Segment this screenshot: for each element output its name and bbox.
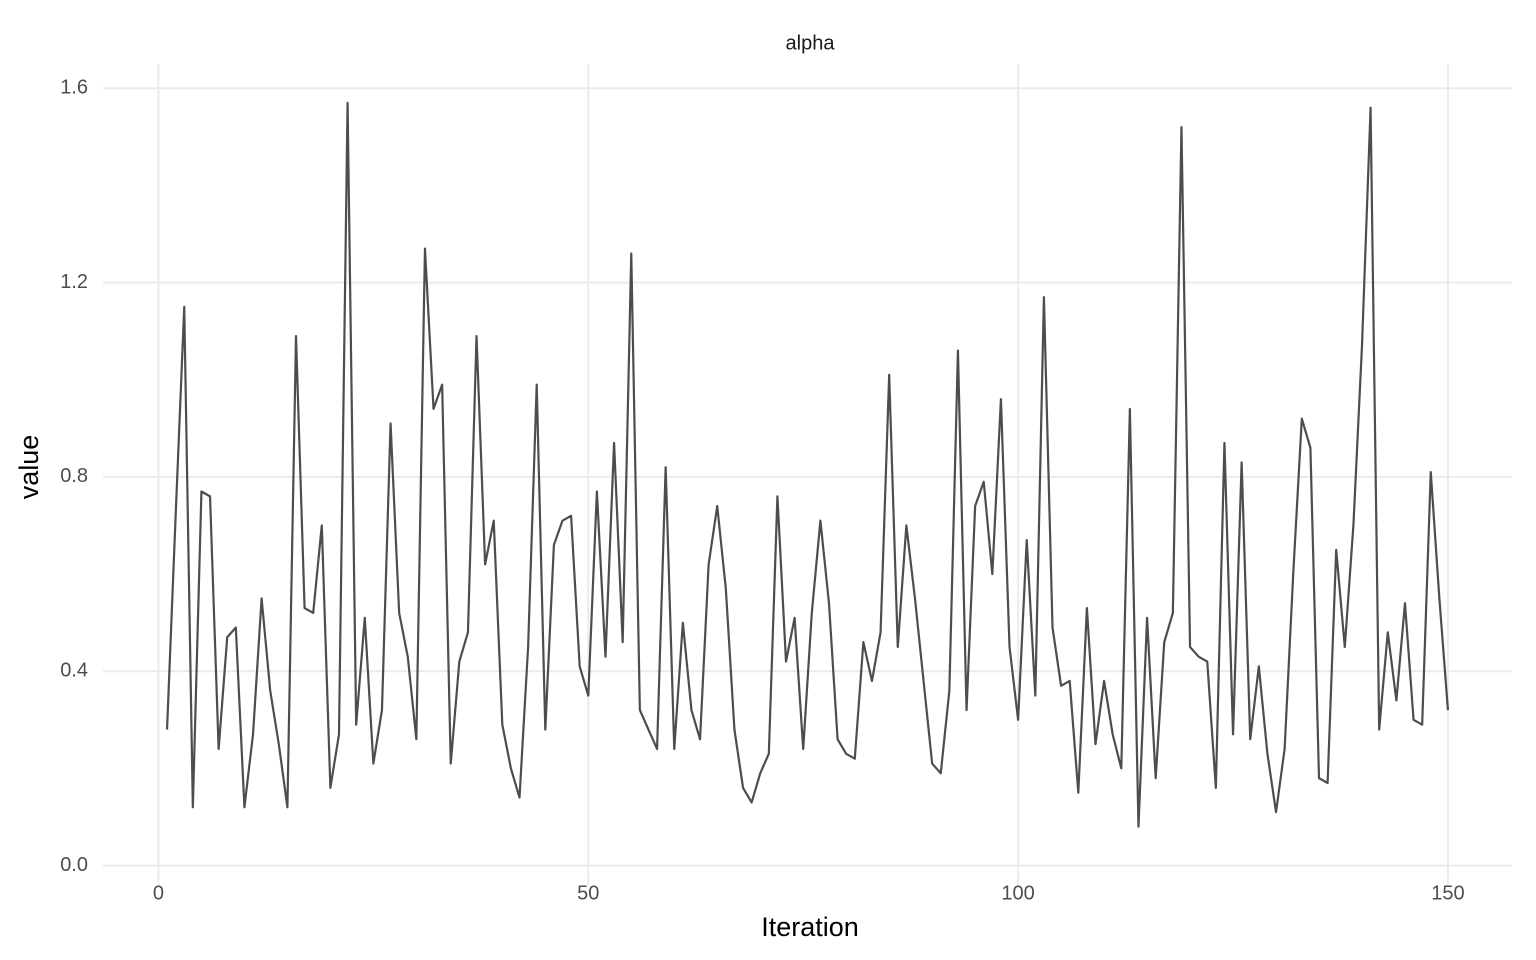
x-tick-label: 0 bbox=[153, 882, 164, 904]
x-axis-label: Iteration bbox=[761, 912, 859, 942]
x-tick-label: 50 bbox=[577, 882, 599, 904]
y-tick-label: 0.4 bbox=[60, 660, 88, 682]
x-tick-label: 150 bbox=[1431, 882, 1464, 904]
y-tick-label: 0.8 bbox=[60, 465, 88, 487]
y-tick-label: 0.0 bbox=[60, 854, 88, 876]
y-tick-label: 1.2 bbox=[60, 271, 88, 293]
y-axis-label: value bbox=[14, 435, 44, 500]
chart-title: alpha bbox=[786, 32, 836, 54]
y-tick-label: 1.6 bbox=[60, 77, 88, 99]
x-tick-label: 100 bbox=[1001, 882, 1034, 904]
data-line bbox=[165, 101, 1450, 828]
